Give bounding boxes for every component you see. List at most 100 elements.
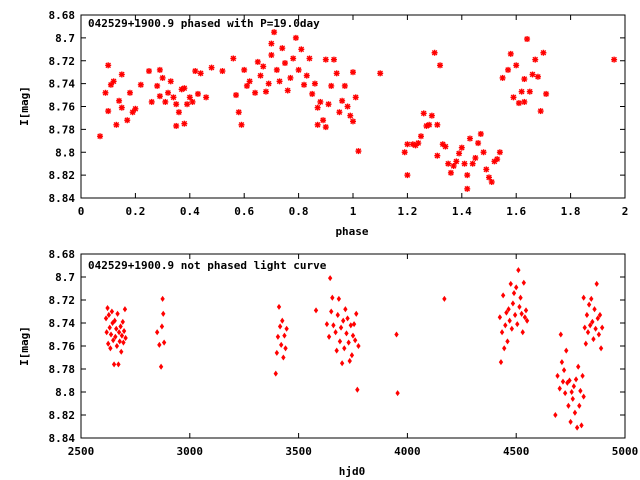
unphased-data-point [578, 387, 583, 394]
phased-xtick-label: 0 [78, 205, 85, 218]
phased-data-point [203, 94, 210, 101]
unphased-data-point [160, 295, 165, 302]
phased-data-point [137, 81, 144, 88]
phased-data-point [404, 172, 411, 179]
unphased-data-point [313, 307, 319, 314]
unphased-data-point [568, 418, 573, 425]
unphased-data-point [594, 280, 599, 287]
phased-data-point [377, 70, 384, 77]
phased-data-point [238, 121, 245, 128]
unphased-data-point [108, 345, 113, 352]
phased-data-point [189, 98, 196, 105]
phased-data-point [194, 90, 201, 97]
unphased-data-point [277, 323, 283, 330]
phased-data-point [165, 89, 172, 96]
unphased-xtick-label: 3500 [285, 445, 312, 458]
unphased-data-point [508, 280, 513, 287]
unphased-data-point [591, 336, 596, 343]
unphased-data-point [572, 409, 578, 416]
unphased-data-point [558, 331, 563, 338]
unphased-data-point [356, 342, 361, 350]
unphased-data-point [577, 402, 582, 409]
phased-data-point [328, 82, 335, 89]
phased-data-point [464, 185, 471, 192]
phased-data-point [521, 98, 528, 105]
phased-xtick-label: 0.2 [125, 205, 145, 218]
unphased-data-point [497, 314, 503, 321]
unphased-ytick-label: 8.78 [49, 363, 76, 376]
phased-data-point [350, 118, 356, 125]
phased-data-point [333, 70, 340, 77]
phased-data-point [526, 88, 533, 95]
unphased-data-point [586, 301, 592, 308]
unphased-ytick-label: 8.72 [49, 294, 76, 307]
phased-data-point [537, 108, 544, 115]
phased-data-point [148, 98, 155, 105]
phased-data-point [510, 94, 517, 101]
phased-data-point [105, 108, 112, 115]
phased-data-point [197, 70, 204, 77]
unphased-data-point [341, 317, 346, 324]
unphased-data-point [583, 340, 589, 347]
phased-plot-xlabel: phase [335, 225, 368, 238]
unphased-data-point [324, 321, 330, 328]
unphased-xtick-label: 5000 [612, 445, 639, 458]
unphased-data-point [442, 295, 447, 302]
unphased-data-point [505, 338, 510, 345]
phased-data-point [276, 78, 283, 85]
phased-plot-axes: 0 0.2 0.4 0.6 0.8 1 1.2 1.4 1.6 1.8 2 8.68 8.7 8.72 8.… [49, 9, 629, 218]
unphased-data-point [282, 332, 287, 339]
unphased-data-point [116, 361, 121, 368]
phased-data-point [116, 97, 123, 104]
phased-data-point [113, 121, 120, 128]
phased-ytick-label: 8.78 [49, 123, 76, 136]
unphased-data-point [343, 306, 348, 313]
unphased-data-point [113, 333, 118, 340]
unphased-data-point [512, 311, 518, 318]
phased-data-point [173, 122, 180, 129]
unphased-data-point [502, 345, 507, 352]
phased-data-point [314, 121, 321, 128]
unphased-data-point [520, 329, 525, 336]
phased-data-point [167, 78, 174, 85]
unphased-data-point [519, 310, 524, 317]
unphased-data-point [517, 303, 522, 310]
unphased-data-point [581, 393, 586, 400]
unphased-data-point [592, 306, 597, 313]
phased-data-point [110, 78, 117, 85]
unphased-data-point [515, 321, 520, 328]
unphased-data-point [345, 315, 350, 322]
unphased-data-point [121, 339, 126, 346]
phased-data-point [434, 121, 441, 128]
unphased-data-point [596, 331, 602, 338]
unphased-data-point [553, 411, 558, 419]
phased-data-point [347, 112, 354, 119]
unphased-ytick-label: 8.84 [49, 432, 76, 445]
unphased-data-point [280, 317, 285, 324]
unphased-data-point [123, 334, 128, 341]
phased-data-point [192, 68, 199, 75]
unphased-data-point [119, 332, 125, 339]
unphased-data-point [120, 318, 125, 325]
phased-data-point [322, 56, 329, 63]
phased-data-point [352, 94, 359, 101]
unphased-data-point [521, 279, 526, 286]
phased-data-point [322, 124, 329, 131]
unphased-data-point [103, 315, 109, 322]
unphased-data-point [589, 295, 594, 302]
unphased-data-point [504, 309, 509, 316]
phased-data-point [336, 109, 343, 116]
phased-data-point [184, 101, 191, 108]
unphased-data-point [590, 318, 595, 325]
unphased-data-point [161, 310, 166, 317]
phased-data-point [159, 74, 166, 81]
phased-data-point [246, 78, 253, 85]
unphased-data-point [121, 328, 127, 335]
unphased-xtick-label: 4500 [503, 445, 530, 458]
unphased-data-point [394, 331, 399, 338]
phased-data-point [469, 160, 476, 167]
phased-data-point [420, 110, 427, 117]
unphased-data-point [585, 329, 591, 336]
phased-data-point [515, 100, 522, 107]
